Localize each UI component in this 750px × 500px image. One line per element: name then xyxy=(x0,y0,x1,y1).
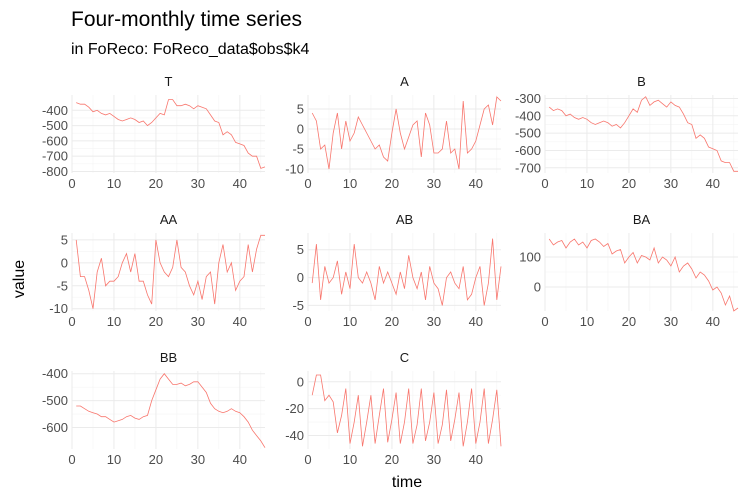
x-tick-label: 40 xyxy=(233,452,247,467)
x-tick-label: 40 xyxy=(233,314,247,329)
y-tick-label: -800 xyxy=(42,164,68,179)
series-line-ba xyxy=(548,238,739,312)
x-tick-label: 0 xyxy=(304,314,311,329)
x-tick-label: 0 xyxy=(541,176,548,191)
y-tick-label: -40 xyxy=(285,428,304,443)
x-tick-label: 20 xyxy=(149,314,163,329)
y-tick-label: -500 xyxy=(515,126,541,141)
y-tick-label: 0 xyxy=(297,122,304,137)
x-tick-label: 30 xyxy=(191,314,205,329)
panel-title: AB xyxy=(396,212,413,227)
series-line-a xyxy=(311,96,502,170)
panel-title: AA xyxy=(160,212,178,227)
y-tick-label: -400 xyxy=(515,108,541,123)
panel-ba: 0 10 20 30 40 100 0 BA xyxy=(519,212,739,329)
y-tick-label: -400 xyxy=(42,103,68,118)
x-tick-label: 20 xyxy=(622,176,636,191)
x-tick-label: 20 xyxy=(385,176,399,191)
x-tick-label: 40 xyxy=(706,314,720,329)
y-tick-label: -20 xyxy=(285,401,304,416)
x-tick-label: 0 xyxy=(304,452,311,467)
x-tick-label: 20 xyxy=(385,314,399,329)
chart-subtitle: in FoReco: FoReco_data$obs$k4 xyxy=(71,41,309,58)
x-tick-label: 40 xyxy=(469,452,483,467)
x-tick-label: 0 xyxy=(304,176,311,191)
panel-title: BA xyxy=(633,212,651,227)
x-axis-title: time xyxy=(392,474,422,491)
x-tick-label: 20 xyxy=(149,452,163,467)
y-tick-label: -700 xyxy=(42,149,68,164)
x-tick-label: 10 xyxy=(580,314,594,329)
x-tick-label: 40 xyxy=(469,176,483,191)
series-line-aa xyxy=(75,234,265,309)
series-line-ab xyxy=(311,238,502,306)
y-tick-label: -600 xyxy=(42,420,68,435)
y-tick-label: -600 xyxy=(42,133,68,148)
x-tick-label: 30 xyxy=(664,314,678,329)
y-tick-label: -10 xyxy=(49,301,68,316)
x-tick-label: 0 xyxy=(68,176,75,191)
x-tick-label: 30 xyxy=(427,314,441,329)
y-tick-label: -500 xyxy=(42,118,68,133)
series-line-c xyxy=(311,374,502,447)
x-tick-label: 10 xyxy=(107,176,121,191)
x-tick-label: 30 xyxy=(191,176,205,191)
y-tick-label: -500 xyxy=(42,393,68,408)
panel-t: 0 10 20 30 40 -400-500-600-700-800 T xyxy=(42,74,266,191)
y-tick-label: -600 xyxy=(515,143,541,158)
x-tick-label: 20 xyxy=(622,314,636,329)
x-tick-label: 0 xyxy=(68,452,75,467)
x-tick-label: 10 xyxy=(107,314,121,329)
y-tick-label: 0 xyxy=(61,255,68,270)
y-axis-title: value xyxy=(11,260,28,298)
y-tick-label: 5 xyxy=(61,232,68,247)
y-tick-label: -300 xyxy=(515,91,541,106)
y-tick-label: 0 xyxy=(297,374,304,389)
panel-title: A xyxy=(400,74,409,89)
y-tick-label: -5 xyxy=(292,142,304,157)
y-tick-label: -10 xyxy=(285,162,304,177)
panel-title: T xyxy=(165,74,173,89)
y-tick-label: 5 xyxy=(297,102,304,117)
x-tick-label: 0 xyxy=(68,314,75,329)
panel-title: B xyxy=(637,74,646,89)
x-tick-label: 10 xyxy=(343,314,357,329)
x-tick-label: 40 xyxy=(706,176,720,191)
y-tick-label: 5 xyxy=(297,242,304,257)
x-tick-label: 10 xyxy=(107,452,121,467)
x-tick-label: 30 xyxy=(664,176,678,191)
panel-c: 0 10 20 30 40 0 -20 -40 C xyxy=(285,350,502,467)
panel-title: C xyxy=(400,350,409,365)
panel-title: BB xyxy=(160,350,177,365)
y-tick-label: 0 xyxy=(297,270,304,285)
x-tick-label: 10 xyxy=(343,452,357,467)
y-tick-label: 100 xyxy=(519,250,541,265)
y-tick-label: -400 xyxy=(42,366,68,381)
x-tick-label: 40 xyxy=(469,314,483,329)
y-tick-label: -5 xyxy=(292,298,304,313)
x-tick-label: 20 xyxy=(385,452,399,467)
x-tick-label: 10 xyxy=(343,176,357,191)
x-tick-label: 0 xyxy=(541,314,548,329)
x-tick-label: 30 xyxy=(427,452,441,467)
panel-b: 0 10 20 30 40 -300 -400 -500 -600 -700 B xyxy=(515,74,738,191)
x-tick-label: 30 xyxy=(427,176,441,191)
chart-title: Four-monthly time series xyxy=(71,8,302,31)
series-line-bb xyxy=(76,373,266,448)
x-tick-label: 10 xyxy=(580,176,594,191)
y-tick-label: 0 xyxy=(534,280,541,295)
x-tick-label: 40 xyxy=(233,176,247,191)
y-tick-label: -5 xyxy=(56,278,68,293)
x-tick-label: 30 xyxy=(191,452,205,467)
y-tick-label: -700 xyxy=(515,160,541,175)
series-line-b xyxy=(548,96,738,172)
x-tick-label: 20 xyxy=(149,176,163,191)
panel-bb: 0 10 20 30 40 -400 -500 -600 BB xyxy=(42,350,266,467)
series-line-t xyxy=(76,99,266,169)
